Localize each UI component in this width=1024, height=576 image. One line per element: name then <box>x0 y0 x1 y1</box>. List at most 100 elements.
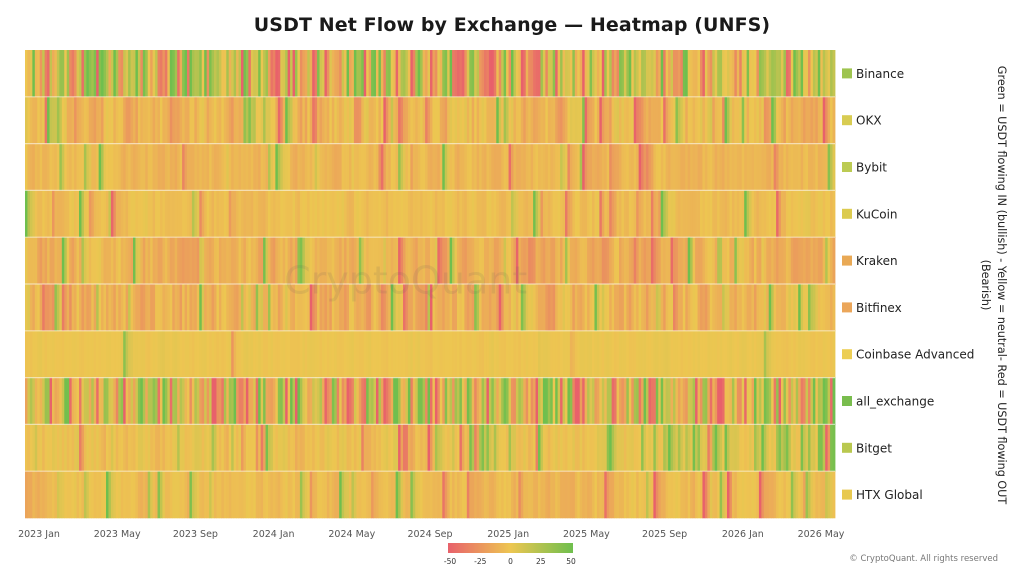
heatmap-cell <box>385 284 389 332</box>
heatmap-cell <box>731 377 735 425</box>
heatmap-cell <box>120 237 124 285</box>
heatmap-cell <box>177 377 181 425</box>
heatmap-cell <box>98 377 102 425</box>
heatmap-cell <box>415 471 419 519</box>
heatmap-cell <box>773 284 777 332</box>
heatmap-cell <box>830 284 833 332</box>
heatmap-cell <box>49 190 53 238</box>
heatmap-cell <box>380 330 384 378</box>
heatmap-cell <box>54 96 58 144</box>
heatmap-cell <box>449 377 453 425</box>
heatmap-cell <box>646 143 649 191</box>
heatmap-cell <box>206 377 210 425</box>
heatmap-cell <box>795 237 799 285</box>
heatmap-cell <box>461 190 465 238</box>
heatmap-cell <box>751 377 755 425</box>
heatmap-cell <box>817 377 821 425</box>
heatmap-cell <box>179 330 183 378</box>
heatmap-cell <box>118 471 122 519</box>
heatmap-cell <box>157 190 161 238</box>
heatmap-cell <box>356 377 360 425</box>
heatmap-cell <box>545 377 549 425</box>
heatmap-cell <box>557 424 561 472</box>
heatmap-cell <box>37 377 41 425</box>
heatmap-cell <box>130 424 134 472</box>
heatmap-cell <box>827 377 831 425</box>
heatmap-cell <box>83 50 87 98</box>
heatmap-cell <box>434 284 438 332</box>
heatmap-cell <box>481 330 485 378</box>
heatmap-cell <box>398 50 401 98</box>
heatmap-cell <box>206 284 210 332</box>
heatmap-cell <box>128 284 131 332</box>
heatmap-cell <box>275 237 279 285</box>
heatmap-cell <box>727 96 730 144</box>
heatmap-cell <box>81 471 85 519</box>
heatmap-cells <box>25 50 836 519</box>
heatmap-cell <box>302 377 306 425</box>
heatmap-cell <box>243 143 247 191</box>
heatmap-cell <box>194 50 198 98</box>
heatmap-cell <box>179 471 183 519</box>
heatmap-cell <box>101 50 104 98</box>
heatmap-cell <box>739 190 743 238</box>
heatmap-cell <box>741 330 745 378</box>
heatmap-cell <box>658 143 662 191</box>
heatmap-cell <box>412 50 416 98</box>
heatmap-cell <box>650 237 654 285</box>
heatmap-cell <box>606 50 610 98</box>
heatmap-cell <box>248 471 252 519</box>
heatmap-cell <box>326 143 330 191</box>
heatmap-cell <box>604 50 608 98</box>
heatmap-cell <box>390 237 394 285</box>
heatmap-cell <box>773 190 777 238</box>
heatmap-cell <box>322 143 325 191</box>
heatmap-cell <box>452 50 455 98</box>
heatmap-cell <box>758 330 762 378</box>
heatmap-cell <box>157 237 161 285</box>
heatmap-cell <box>717 377 721 425</box>
heatmap-cell <box>491 96 495 144</box>
heatmap-cell <box>398 471 401 519</box>
heatmap-cell <box>39 50 43 98</box>
heatmap-cell <box>145 284 149 332</box>
heatmap-cell <box>530 377 534 425</box>
heatmap-cell <box>484 237 487 285</box>
heatmap-cell <box>358 237 362 285</box>
heatmap-cell <box>459 190 463 238</box>
heatmap-cell <box>582 330 586 378</box>
heatmap-cell <box>547 377 551 425</box>
heatmap-cell <box>592 284 595 332</box>
heatmap-cell <box>702 96 706 144</box>
heatmap-cell <box>513 471 517 519</box>
heatmap-cell <box>650 424 654 472</box>
heatmap-cell <box>403 143 406 191</box>
heatmap-cell <box>268 377 271 425</box>
heatmap-cell <box>592 50 595 98</box>
heatmap-cell <box>464 377 468 425</box>
heatmap-cell <box>415 330 419 378</box>
heatmap-cell <box>461 424 465 472</box>
heatmap-cell <box>729 96 733 144</box>
heatmap-cell <box>756 471 760 519</box>
heatmap-cell <box>565 377 568 425</box>
heatmap-cell <box>137 284 141 332</box>
heatmap-cell <box>182 237 185 285</box>
heatmap-cell <box>729 377 733 425</box>
heatmap-cell <box>201 96 205 144</box>
heatmap-cell <box>466 424 470 472</box>
heatmap-cell <box>457 330 460 378</box>
heatmap-cell <box>49 96 53 144</box>
heatmap-cell <box>358 190 362 238</box>
heatmap-cell <box>601 284 605 332</box>
heatmap-cell <box>405 284 409 332</box>
heatmap-cell <box>368 330 372 378</box>
heatmap-cell <box>280 284 284 332</box>
heatmap-cell <box>353 190 357 238</box>
heatmap-cell <box>702 284 706 332</box>
heatmap-cell <box>744 284 748 332</box>
heatmap-cell <box>781 96 784 144</box>
heatmap-cell <box>491 190 495 238</box>
heatmap-cell <box>201 143 205 191</box>
heatmap-cell <box>525 50 529 98</box>
